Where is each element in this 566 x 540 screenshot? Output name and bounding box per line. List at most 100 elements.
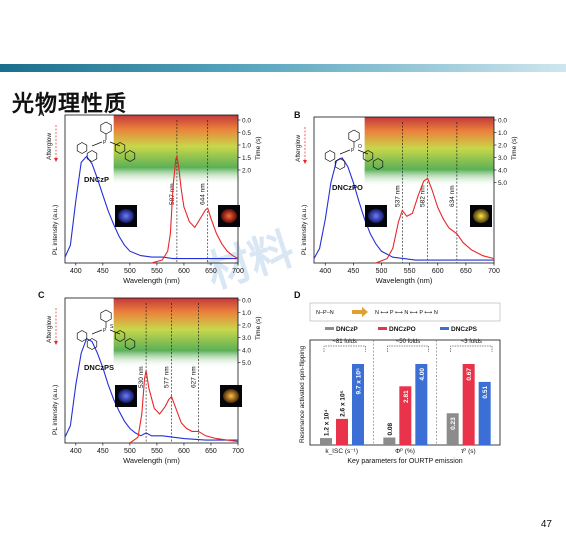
panel-d-bar-DNCzPO [336, 418, 348, 445]
panel-a-ylabel-time: Time (s) [255, 136, 262, 160]
panel-c-molecule: PS [76, 309, 136, 350]
panel-a-xtick-label: 450 [97, 268, 109, 275]
panel-letter-d: D [294, 290, 301, 300]
panel-c-afterglow-heatmap [113, 298, 238, 368]
panel-c-series-red [129, 370, 239, 444]
panel-d-bar-DNCzPS [478, 381, 491, 445]
panel-b-xtick-label: 500 [376, 268, 388, 275]
panel-d-bar-DNCzP [320, 438, 332, 445]
panel-a-xtick-label: 600 [178, 268, 190, 275]
panel-b-carbazole-ring-1 [324, 150, 336, 162]
panel-c-carbazole-ring-4 [124, 338, 136, 350]
panel-a-p-atom: P [103, 140, 107, 146]
panel-b-ylabel-afterglow: Afterglow [295, 135, 302, 162]
panel-d-bar-label: 1.2 x 10⁴ [324, 409, 331, 436]
panel-c-ylabel-afterglow: Afterglow [46, 316, 53, 343]
panel-b-time-tick-label: 1.0 [498, 130, 507, 137]
panel-c-afterglow-arrowhead [54, 341, 58, 345]
panel-a-series-blue [64, 155, 238, 260]
panel-d-fold-label: ~3 folds [461, 339, 482, 345]
panel-c-photo-glow [118, 389, 134, 403]
panel-letter-c: C [38, 290, 45, 300]
panel-b-axes-frame [313, 116, 495, 264]
panel-a-time-tick-label: 0.0 [242, 118, 251, 125]
panel-a-ylabel-afterglow: Afterglow [46, 133, 53, 160]
panel-d-scheme-arrow [352, 307, 368, 317]
panel-c-xlabel: Wavelength (nm) [123, 456, 180, 465]
panel-d-bar-DNCzPS [415, 364, 428, 445]
panel-a-bond-n1 [91, 141, 103, 147]
panel-c-xtick-label: 550 [151, 448, 163, 455]
panel-c-time-tick-label: 3.0 [242, 335, 251, 342]
panel-b-p-atom: P [351, 148, 355, 154]
panel-c-time-tick-label: 4.0 [242, 348, 251, 355]
panel-b-carbazole-ring-4 [372, 158, 384, 170]
panel-a-xtick-label: 700 [232, 268, 244, 275]
panel-b-ylabel-pl: PL intensity (a.u.) [301, 205, 308, 255]
panel-b-bond-n2 [357, 149, 369, 155]
panel-b-time-tick-label: 4.0 [498, 168, 507, 175]
panel-a-xlabel: Wavelength (nm) [123, 276, 180, 285]
panel-d-bar-label: 9.7 x 10⁵ [356, 368, 363, 395]
panel-c-xtick-label: 500 [124, 448, 136, 455]
panel-d-fold-bracket [387, 345, 429, 352]
panel-b-xtick-label: 650 [460, 268, 472, 275]
panel-a-carbazole-ring-1 [76, 142, 88, 154]
panel-b-phenyl-ring [348, 129, 360, 143]
panel-b-time-tick-label: 5.0 [498, 180, 507, 187]
panel-d-bar-DNCzPS [352, 364, 364, 445]
panel-a-peak-label: 644 nm [200, 183, 207, 205]
panel-a-carbazole-ring-2 [86, 150, 98, 162]
panel-d-bar-label: 0.51 [482, 386, 489, 399]
panel-a-afterglow-heatmap [113, 115, 238, 185]
top-accent-bar [0, 64, 566, 72]
panel-d-legend-swatch [440, 327, 449, 330]
panel-a-time-tick-label: 0.5 [242, 130, 251, 137]
panel-a-compound-label: DNCzP [84, 175, 109, 184]
panel-d-group-label: k_ISC (s⁻¹) [325, 448, 358, 455]
panel-d-fold-label: ~50 folds [396, 339, 421, 345]
panel-c-time-tick-label: 2.0 [242, 323, 251, 330]
panel-c-ylabel-pl: PL intensity (a.u.) [52, 385, 59, 435]
panel-b-xtick-label: 600 [432, 268, 444, 275]
panel-d-fold-label: ~81 folds [332, 339, 357, 345]
panel-d-legend-swatch [325, 327, 334, 330]
panel-c-xtick-label: 700 [232, 448, 244, 455]
panel-b-afterglow-arrowhead [303, 160, 307, 164]
panel-d-ylabel: Resonance activated spin-flipping [299, 345, 306, 443]
panel-b-compound-label: DNCzPO [332, 183, 363, 192]
panel-b-xtick-label: 400 [319, 268, 331, 275]
panel-b-xtick-label: 550 [404, 268, 416, 275]
panel-c-peak-label: 530 nm [138, 366, 145, 388]
slide-title: 光物理性质 [12, 92, 128, 117]
panel-a-photo-glow [118, 209, 134, 223]
panel-b-series-red [375, 177, 495, 264]
panel-c-ylabel-time: Time (s) [255, 316, 262, 340]
panel-c-time-tick-label: 5.0 [242, 360, 251, 367]
panel-b-ylabel-time: Time (s) [511, 136, 518, 160]
panel-d-legend-label: DNCzPO [389, 326, 416, 333]
panel-b-molecule: PO [324, 129, 384, 170]
panel-c-xtick-label: 400 [70, 448, 82, 455]
panel-d-scheme-box [309, 302, 501, 322]
panel-d-legend-label: DNCzPS [451, 326, 478, 333]
panel-d-group-label: τᴾ (s) [461, 448, 476, 455]
panel-b-carbazole-ring-2 [334, 158, 346, 170]
panel-a-ylabel-pl: PL intensity (a.u.) [52, 205, 59, 255]
panel-c-chalcogen-atom: S [110, 324, 114, 330]
panel-b-photo-glow [368, 209, 384, 223]
panel-c-carbazole-ring-1 [76, 330, 88, 342]
panel-a-afterglow-arrowhead [54, 158, 58, 162]
panel-b-chalcogen-atom: O [358, 144, 362, 150]
panel-c-xtick-label: 450 [97, 448, 109, 455]
panel-c-time-tick-label: 0.0 [242, 298, 251, 305]
panel-b-xtick-label: 450 [348, 268, 360, 275]
panel-c-photo-glow [223, 389, 239, 403]
panel-d-xlabel: Key parameters for OURTP emission [347, 458, 462, 465]
panel-a-time-tick-label: 1.5 [242, 155, 251, 162]
page-number: 47 [540, 519, 552, 530]
panel-a-xtick-label: 500 [124, 268, 136, 275]
panel-d-bar-DNCzP [383, 437, 396, 445]
panel-c-phenyl-ring [100, 309, 112, 323]
